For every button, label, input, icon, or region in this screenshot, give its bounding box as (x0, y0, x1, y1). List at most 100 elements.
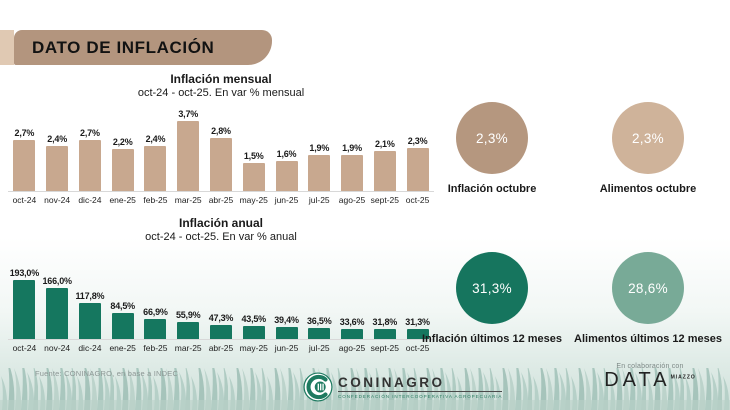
bar-value-label: 2,4% (47, 133, 67, 144)
bar-value-label: 31,3% (405, 317, 430, 328)
bar-slot: 117,8% (74, 291, 107, 339)
kpi-label: Alimentos octubre (599, 183, 697, 195)
bar-value-label: 166,0% (42, 276, 72, 287)
header-banner: DATO DE INFLACIÓN (14, 30, 272, 65)
source-note: Fuente: CONINAGRO, en base a INDEC (35, 369, 179, 378)
x-axis-tick-label: sept-25 (370, 343, 399, 353)
kpi-value: 2,3% (476, 130, 508, 146)
bar-slot: 1,9% (336, 143, 369, 191)
bar-slot: 2,2% (106, 137, 139, 191)
bar-value-label: 33,6% (339, 316, 365, 327)
kpi-value: 2,3% (632, 130, 664, 146)
coninagro-logo: CONINAGRO CONFEDERACIÓN INTERCOOPERATIVA… (303, 372, 503, 402)
bar-value-label: 55,9% (175, 309, 201, 320)
bar (111, 149, 134, 191)
chart-title: Inflación mensual (170, 72, 272, 86)
bar-slot: 2,7% (74, 128, 107, 191)
bar (373, 151, 396, 191)
x-axis-tick-label: jul-25 (308, 195, 330, 205)
bar-slot: 193,0% (8, 268, 41, 339)
x-axis-tick-label: jun-25 (274, 195, 299, 205)
bar-value-label: 43,5% (241, 313, 266, 324)
bar-slot: 31,8% (368, 317, 401, 339)
x-axis-tick-label: dic-24 (78, 195, 102, 205)
data-wordmark: DATAMIAZZO (585, 370, 715, 391)
x-axis-tick-label: oct-24 (12, 343, 37, 353)
x-axis-tick-label: abr-25 (208, 195, 234, 205)
x-axis-tick-label: jun-25 (274, 343, 299, 353)
bar-value-label: 117,8% (75, 291, 105, 301)
coninagro-tagline: CONFEDERACIÓN INTERCOOPERATIVA AGROPECUA… (338, 393, 503, 399)
grass-decoration (0, 368, 730, 410)
bar-value-label: 84,5% (110, 301, 135, 312)
bar-value-label: 66,9% (143, 306, 168, 317)
bar-value-label: 2,2% (112, 137, 133, 148)
bar-slot: 66,9% (139, 306, 172, 339)
x-axis-tick-label: mar-25 (174, 195, 202, 205)
bar-slot: 2,4% (139, 134, 172, 191)
chart-subtitle: oct-24 - oct-25. En var % anual (145, 231, 297, 243)
chart-subtitle: oct-24 - oct-25. En var % mensual (137, 87, 305, 99)
bar-slot: 2,1% (368, 139, 401, 191)
page-title: DATO DE INFLACIÓN (32, 37, 215, 57)
x-axis-tick-label: mar-25 (174, 343, 202, 353)
bar-value-label: 1,9% (309, 143, 330, 154)
kpi-food-october: 2,3% Alimentos octubre (568, 102, 728, 195)
bar-value-label: 36,5% (307, 315, 332, 326)
coninagro-logo-icon (303, 372, 333, 402)
bar (242, 162, 265, 191)
bar-value-label: 193,0% (9, 268, 40, 278)
kpi-circle: 2,3% (612, 102, 684, 174)
bar (144, 318, 167, 339)
x-axis-tick-label: oct-25 (405, 195, 430, 205)
bar (13, 139, 36, 191)
bar-plot-area: 193,0% 166,0% 117,8% 84,5% 66,9% 55,9% 47,3% 43… (8, 243, 434, 340)
kpi-circle: 2,3% (456, 102, 528, 174)
bar-slot: 84,5% (106, 301, 139, 339)
bar-slot: 55,9% (172, 310, 205, 339)
bar-slot: 2,8% (205, 126, 238, 191)
bar-plot-area: 2,7% 2,4% 2,7% 2,2% 2,4% 3,7% 2,8% 1,5% 1,6% 1,9%… (8, 99, 434, 192)
bar (308, 155, 331, 191)
bar-slot: 2,7% (8, 128, 41, 191)
collab-prefix: En colaboración con (616, 363, 684, 370)
bar-value-label: 2,4% (145, 133, 166, 144)
kpi-value: 31,3% (472, 280, 512, 296)
bar (341, 328, 364, 339)
kpi-label: Alimentos últimos 12 meses (574, 333, 722, 345)
x-axis-tick-label: ago-25 (338, 343, 366, 353)
bar (209, 138, 232, 191)
bar (275, 327, 298, 339)
bar (46, 145, 69, 191)
bar (406, 329, 429, 339)
annual-inflation-chart: Inflación anual oct-24 - oct-25. En var … (8, 216, 434, 353)
bar (177, 121, 200, 191)
bar-slot: 33,6% (336, 317, 369, 339)
miazzo-superscript: MIAZZO (670, 374, 696, 381)
bar-slot: 43,5% (237, 314, 270, 339)
x-axis-tick-label: may-25 (239, 195, 268, 205)
bar-value-label: 1,9% (342, 143, 362, 154)
bar-value-label: 2,7% (14, 127, 35, 138)
bar (78, 139, 101, 191)
bar (209, 324, 232, 339)
x-axis-tick-label: feb-25 (143, 343, 168, 353)
bar-value-label: 1,6% (276, 148, 297, 159)
bar (308, 327, 331, 339)
bar (46, 288, 69, 339)
bar-value-label: 1,5% (243, 150, 264, 161)
bar-value-label: 31,8% (372, 317, 398, 328)
bar-slot: 166,0% (41, 276, 74, 339)
x-axis-tick-label: jul-25 (308, 343, 330, 353)
kpi-label: Inflación últimos 12 meses (422, 333, 562, 345)
bar-slot: 1,5% (237, 151, 270, 191)
bar (177, 321, 200, 339)
bar (144, 145, 167, 191)
bar (275, 160, 298, 191)
bar-slot: 2,4% (41, 134, 74, 191)
x-axis-tick-label: sept-25 (370, 195, 399, 205)
bar (341, 155, 364, 191)
chart-title: Inflación anual (178, 216, 263, 230)
x-axis-tick-label: nov-24 (44, 195, 71, 205)
kpi-food-12-months: 28,6% Alimentos últimos 12 meses (568, 252, 728, 345)
